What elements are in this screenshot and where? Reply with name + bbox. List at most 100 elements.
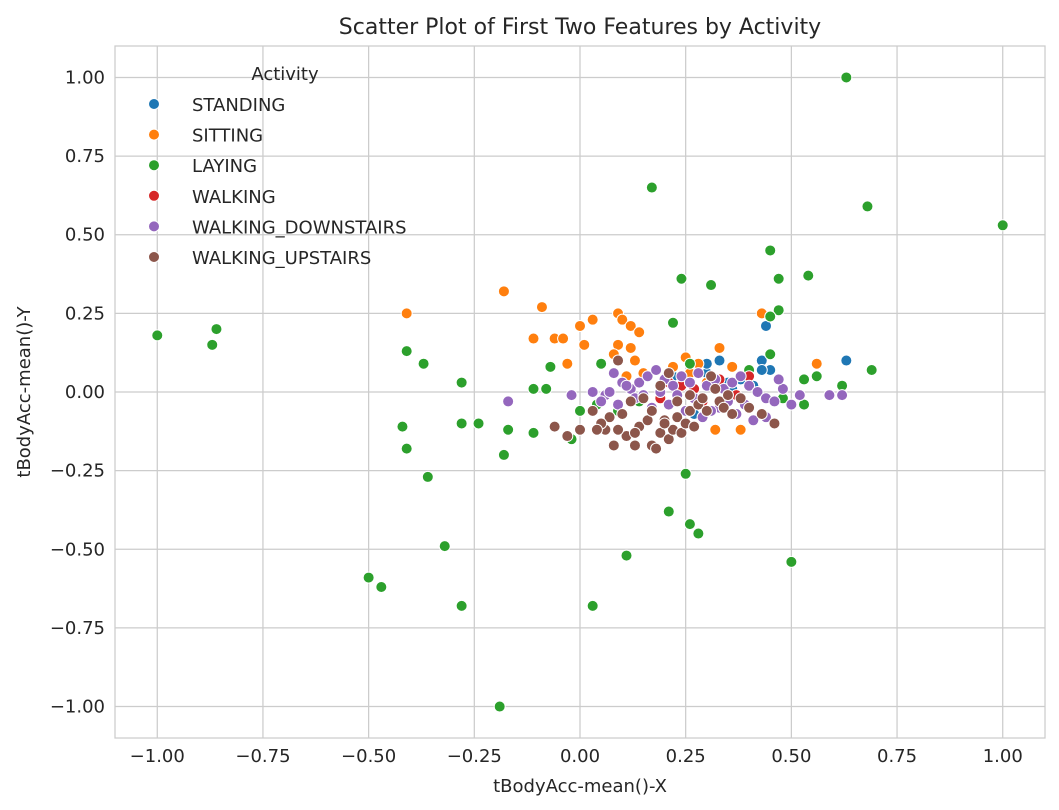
series-sitting	[400, 285, 823, 436]
data-point	[497, 285, 510, 298]
legend-label: SITTING	[192, 126, 263, 147]
data-point	[768, 417, 781, 430]
data-point	[996, 219, 1009, 232]
data-point	[650, 363, 663, 376]
legend-marker	[148, 220, 160, 233]
data-point	[675, 370, 688, 383]
legend: Activity STANDING SITTING LAYING WALKING WAL…	[148, 64, 407, 269]
data-point	[620, 549, 633, 562]
data-point	[713, 341, 726, 354]
data-point	[616, 408, 629, 421]
data-point	[455, 417, 468, 430]
data-point	[705, 279, 718, 292]
x-tick-label: −0.50	[341, 746, 396, 767]
data-point	[544, 360, 557, 373]
data-point	[561, 357, 574, 370]
data-point	[561, 430, 574, 443]
data-point	[683, 518, 696, 531]
data-point	[645, 181, 658, 194]
data-point	[764, 348, 777, 361]
data-point	[840, 71, 853, 84]
data-point	[574, 404, 586, 417]
data-point	[683, 404, 696, 417]
data-point	[709, 423, 722, 436]
grid-lines	[115, 46, 1045, 738]
data-point	[497, 448, 510, 461]
data-point	[772, 304, 785, 317]
legend-item: WALKING_DOWNSTAIRS	[148, 217, 407, 238]
data-point	[747, 414, 760, 427]
data-point	[679, 467, 692, 480]
y-tick-label: −0.25	[50, 461, 105, 482]
data-point	[785, 555, 798, 568]
data-point	[574, 423, 586, 436]
x-tick-label: 0.75	[877, 746, 917, 767]
data-point	[400, 307, 413, 320]
legend-label: WALKING	[192, 187, 276, 208]
data-point	[633, 326, 646, 339]
legend-label: WALKING_DOWNSTAIRS	[192, 217, 407, 238]
data-point	[586, 404, 599, 417]
data-point	[472, 417, 485, 430]
data-point	[658, 417, 671, 430]
x-tick-label: 0.00	[560, 746, 600, 767]
data-point	[726, 408, 739, 421]
data-point	[688, 420, 701, 433]
data-points	[151, 71, 1009, 713]
data-point	[612, 423, 625, 436]
data-point	[836, 389, 849, 402]
data-point	[705, 370, 718, 383]
data-point	[565, 389, 578, 402]
data-point	[417, 357, 430, 370]
data-point	[764, 244, 777, 257]
y-tick-label: −0.75	[50, 618, 105, 639]
data-point	[734, 370, 747, 383]
data-point	[772, 272, 785, 285]
y-tick-label: 0.50	[65, 225, 105, 246]
data-point	[667, 316, 679, 329]
data-point	[743, 401, 756, 414]
data-point	[578, 338, 591, 351]
data-point	[151, 329, 164, 342]
data-point	[662, 505, 675, 518]
x-tick-label: −1.00	[130, 746, 185, 767]
data-point	[586, 386, 599, 398]
data-point	[400, 345, 413, 358]
legend-title: Activity	[251, 64, 319, 85]
data-point	[662, 367, 675, 380]
data-point	[595, 395, 608, 408]
data-point	[637, 392, 650, 405]
data-point	[713, 354, 726, 367]
data-point	[438, 540, 451, 553]
data-point	[616, 313, 629, 326]
data-point	[798, 373, 811, 386]
data-point	[362, 571, 375, 584]
data-point	[607, 439, 620, 452]
data-point	[721, 389, 734, 402]
data-point	[810, 370, 823, 383]
data-point	[633, 376, 646, 389]
x-axis-label: tBodyAcc-mean()-X	[493, 776, 667, 797]
data-point	[603, 411, 616, 424]
data-point	[624, 319, 637, 332]
data-point	[755, 408, 768, 421]
data-point	[535, 301, 548, 314]
data-point	[595, 357, 608, 370]
data-point	[641, 370, 654, 383]
data-point	[865, 363, 878, 376]
data-point	[548, 420, 561, 433]
data-point	[607, 367, 620, 380]
y-tick-label: 0.25	[65, 303, 105, 324]
data-point	[645, 404, 658, 417]
data-point	[734, 392, 747, 405]
data-point	[574, 319, 586, 332]
data-point	[743, 379, 756, 392]
data-point	[527, 332, 540, 345]
data-point	[751, 386, 764, 398]
data-point	[590, 423, 603, 436]
data-point	[823, 389, 836, 402]
data-point	[726, 360, 739, 373]
data-point	[717, 401, 730, 414]
